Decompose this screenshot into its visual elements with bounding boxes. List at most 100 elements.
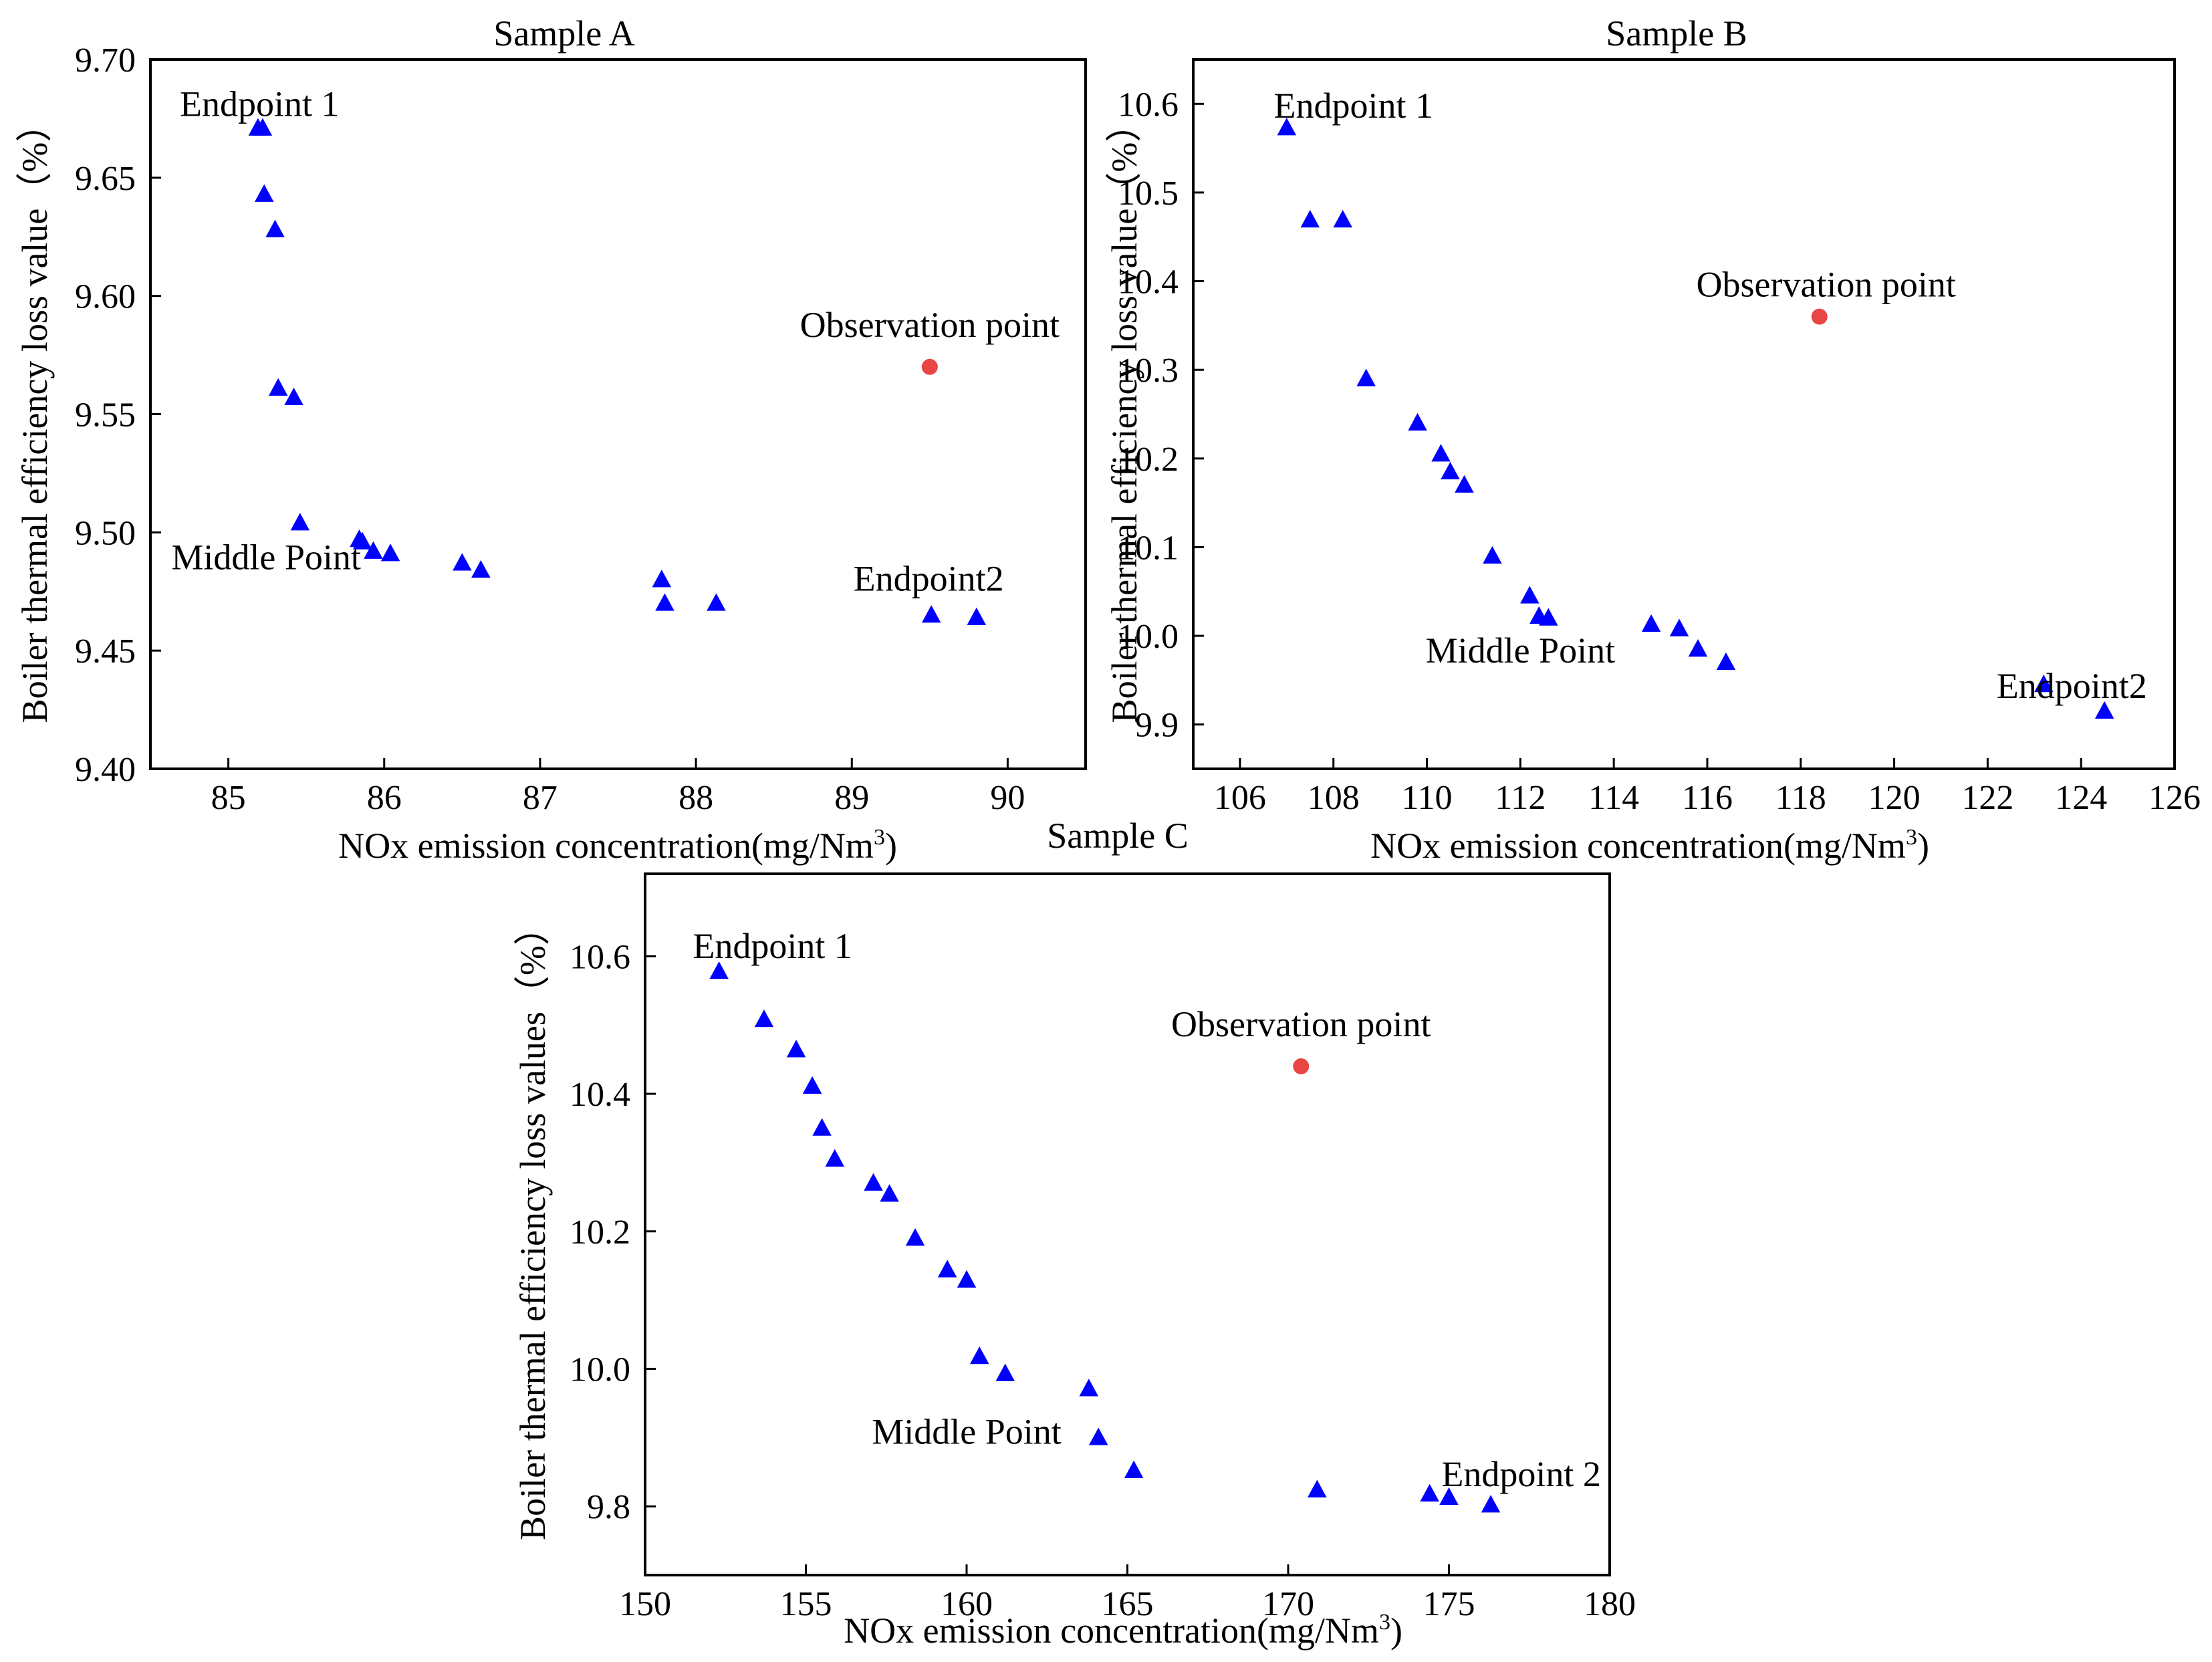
chart-title: Sample A xyxy=(493,13,635,53)
pareto-point xyxy=(1300,210,1320,228)
annotation-label: Observation point xyxy=(1171,1004,1431,1044)
x-tick-label: 122 xyxy=(1961,779,2013,817)
y-tick-label: 9.40 xyxy=(75,751,136,789)
x-tick-label: 118 xyxy=(1775,779,1826,817)
x-tick-label: 120 xyxy=(1868,779,1921,817)
pareto-point xyxy=(268,378,288,396)
annotation-label: Endpoint 1 xyxy=(693,926,852,966)
pareto-point xyxy=(290,513,310,531)
panel-sample-c: Sample C 150 155 160 165 170 175 180 9.8 10.0 10.… xyxy=(513,816,1636,1651)
y-tick-label: 9.45 xyxy=(75,632,136,671)
plot-frame xyxy=(149,58,1087,770)
pareto-point xyxy=(1481,1495,1501,1513)
pareto-point xyxy=(265,219,285,237)
x-tick-label: 88 xyxy=(679,779,713,817)
annotation-label: Middle Point xyxy=(171,538,361,578)
chart-title: Sample B xyxy=(1606,13,1747,53)
x-tick-label: 90 xyxy=(990,779,1025,817)
x-tick-label: 160 xyxy=(941,1585,993,1623)
x-tick-label: 86 xyxy=(367,779,402,817)
pareto-point xyxy=(937,1260,957,1278)
y-tick-label: 10.6 xyxy=(1118,86,1179,124)
pareto-point xyxy=(1688,638,1708,657)
y-tick-label: 9.60 xyxy=(75,278,136,316)
x-tick-label: 124 xyxy=(2055,779,2107,817)
pareto-point xyxy=(1539,608,1558,626)
pareto-point xyxy=(364,541,383,559)
y-tick-label: 10.0 xyxy=(1118,618,1179,656)
pareto-point xyxy=(880,1184,899,1202)
annotation-label: Observation point xyxy=(1696,265,1955,305)
pareto-point xyxy=(1088,1427,1108,1445)
pareto-point xyxy=(1716,652,1736,671)
plot-frame xyxy=(644,872,1611,1576)
pareto-point xyxy=(812,1118,832,1136)
plot-frame xyxy=(1192,58,2176,770)
y-tick-label: 10.2 xyxy=(1118,441,1179,479)
annotation-label: Middle Point xyxy=(872,1411,1062,1451)
chart-title: Sample C xyxy=(1047,816,1189,856)
pareto-point xyxy=(1439,1487,1459,1506)
pareto-point xyxy=(802,1076,822,1094)
pareto-point xyxy=(254,184,274,202)
pareto-point xyxy=(957,1270,977,1288)
y-tick-label: 9.8 xyxy=(587,1488,630,1526)
y-tick-label: 10.3 xyxy=(1118,352,1179,390)
pareto-point xyxy=(1431,444,1451,462)
pareto-point xyxy=(967,607,987,625)
panel-sample-b: Sample B 106 108 110 112 114 116 118 120 122 124 1… xyxy=(1104,13,2201,866)
pareto-point xyxy=(253,118,273,136)
y-tick-label: 10.0 xyxy=(570,1350,630,1389)
pareto-point xyxy=(1483,546,1502,564)
panel-sample-a: Sample A 85 86 87 88 89 90 9.40 9.45 9.50 9.55 9.6… xyxy=(15,13,1087,866)
y-tick-label: 9.9 xyxy=(1135,707,1179,745)
pareto-point xyxy=(1455,475,1474,493)
x-tick-label: 108 xyxy=(1308,779,1360,817)
y-tick-label: 10.5 xyxy=(1118,174,1179,213)
x-tick-label: 170 xyxy=(1262,1585,1314,1623)
y-tick-label: 10.4 xyxy=(570,1076,630,1114)
x-axis-label: NOx emission concentration(mg/Nm3) xyxy=(1370,825,1929,866)
pareto-point xyxy=(1333,210,1352,228)
x-tick-label: 155 xyxy=(780,1585,832,1623)
y-axis-label: Boiler thermal efficiency loss values（%） xyxy=(513,909,553,1540)
pareto-point xyxy=(921,605,941,623)
pareto-point xyxy=(905,1228,925,1246)
pareto-point xyxy=(995,1363,1015,1381)
pareto-point xyxy=(471,560,491,578)
y-tick-label: 9.65 xyxy=(75,160,136,198)
y-axis-label: Boiler thermal efficiency loss value（%） xyxy=(1104,106,1144,723)
y-tick-label: 10.6 xyxy=(570,938,630,976)
pareto-point xyxy=(652,570,672,588)
pareto-point xyxy=(284,387,303,405)
y-tick-label: 10.4 xyxy=(1118,263,1179,302)
x-tick-label: 114 xyxy=(1588,779,1639,817)
pareto-point xyxy=(1669,618,1689,636)
x-tick-label: 110 xyxy=(1401,779,1452,817)
observation-point xyxy=(921,358,938,375)
pareto-point xyxy=(969,1346,989,1364)
x-tick-label: 106 xyxy=(1214,779,1266,817)
pareto-point xyxy=(825,1149,845,1167)
x-tick-label: 126 xyxy=(2148,779,2201,817)
y-tick-label: 9.55 xyxy=(75,396,136,435)
x-tick-label: 175 xyxy=(1423,1585,1475,1623)
y-tick-label: 10.1 xyxy=(1118,529,1179,567)
y-tick-label: 9.50 xyxy=(75,514,136,552)
annotation-label: Endpoint 2 xyxy=(1441,1454,1601,1494)
pareto-point xyxy=(754,1010,774,1028)
x-tick-label: 116 xyxy=(1682,779,1733,817)
annotation-label: Endpoint2 xyxy=(1997,666,2147,706)
x-tick-label: 89 xyxy=(834,779,869,817)
pareto-point xyxy=(709,961,729,979)
annotation-label: Middle Point xyxy=(1426,630,1616,671)
y-axis-label: Boiler thermal efficiency loss value（%） xyxy=(15,106,55,723)
observation-point xyxy=(1811,308,1828,325)
pareto-point xyxy=(1441,461,1460,479)
pareto-point xyxy=(707,593,726,611)
pareto-point xyxy=(1420,1483,1439,1502)
pareto-point xyxy=(1356,368,1376,386)
annotation-label: Observation point xyxy=(800,305,1060,345)
pareto-point xyxy=(380,544,400,562)
